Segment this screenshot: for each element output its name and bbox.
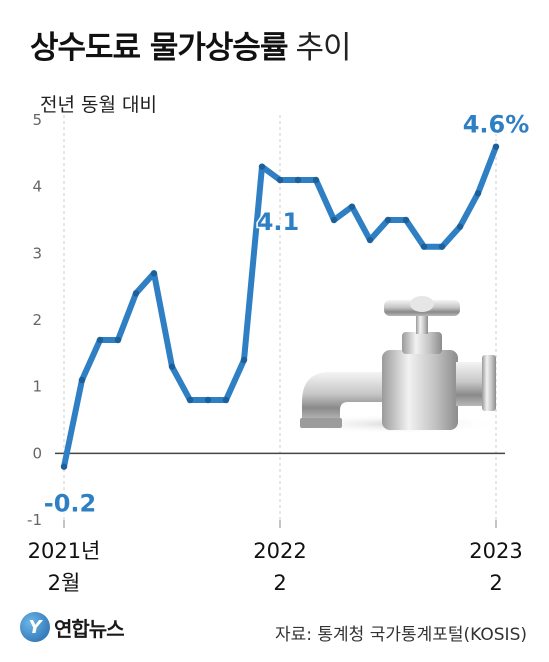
y-tick-label: 5	[32, 111, 42, 129]
y-axis-label: 전년 동월 대비	[40, 94, 157, 116]
data-point	[132, 290, 140, 297]
x-tick-sublabel: 2	[489, 571, 502, 595]
data-point	[276, 176, 284, 184]
data-point	[474, 190, 482, 197]
data-point	[78, 376, 86, 384]
data-label: 4.6%	[463, 111, 530, 139]
logo-mark-icon: Y	[20, 612, 50, 642]
data-point	[204, 396, 212, 404]
data-label: 4.1	[257, 208, 300, 236]
yonhap-logo: Y 연합뉴스	[20, 612, 125, 642]
data-point	[438, 243, 446, 250]
title-bold: 상수도료 물가상승률	[30, 30, 288, 66]
chart-title: 상수도료 물가상승률 추이	[30, 22, 352, 67]
y-tick-label: 4	[32, 178, 42, 196]
x-tick-label: 2023	[469, 539, 522, 563]
source-note: 자료: 통계청 국가통계포털(KOSIS)	[274, 625, 527, 645]
data-point	[330, 216, 338, 224]
data-point	[114, 336, 122, 344]
series-layer	[60, 143, 500, 470]
y-tick-label: 1	[32, 378, 42, 396]
line-chart: -1 0 1 2 3 4 5 2021년 2월 2022 2 2023 2 -0.2 4.1 4.6%	[27, 109, 531, 595]
data-point	[492, 143, 500, 150]
logo-text: 연합뉴스	[54, 616, 125, 641]
y-tick-label: 3	[32, 244, 42, 262]
label-layer: -1 0 1 2 3 4 5 2021년 2월 2022 2 2023 2 -0.2 4.1 4.6%	[27, 109, 531, 595]
data-point	[96, 336, 104, 344]
title-light: 추이	[295, 30, 351, 66]
x-tick-label: 2021년	[28, 539, 101, 563]
data-point	[294, 176, 302, 184]
data-point	[240, 356, 248, 364]
data-point	[348, 203, 356, 210]
data-point	[312, 176, 320, 184]
data-point	[168, 363, 176, 370]
x-tick-sublabel: 2월	[48, 571, 81, 595]
x-tick-sublabel: 2	[273, 571, 286, 595]
y-tick-label: -1	[27, 511, 42, 529]
y-tick-label: 0	[32, 444, 42, 462]
data-point	[258, 163, 266, 170]
data-point	[384, 216, 392, 224]
data-point	[150, 270, 158, 277]
x-tick-label: 2022	[253, 539, 306, 563]
faucet-illustration	[290, 296, 500, 434]
data-point	[366, 236, 374, 244]
data-point	[186, 396, 194, 404]
data-point	[420, 243, 428, 250]
data-point	[456, 223, 464, 230]
data-point	[402, 216, 410, 224]
data-label: -0.2	[44, 490, 96, 518]
data-point	[222, 396, 230, 404]
data-point	[60, 463, 68, 470]
y-tick-label: 2	[32, 311, 42, 329]
